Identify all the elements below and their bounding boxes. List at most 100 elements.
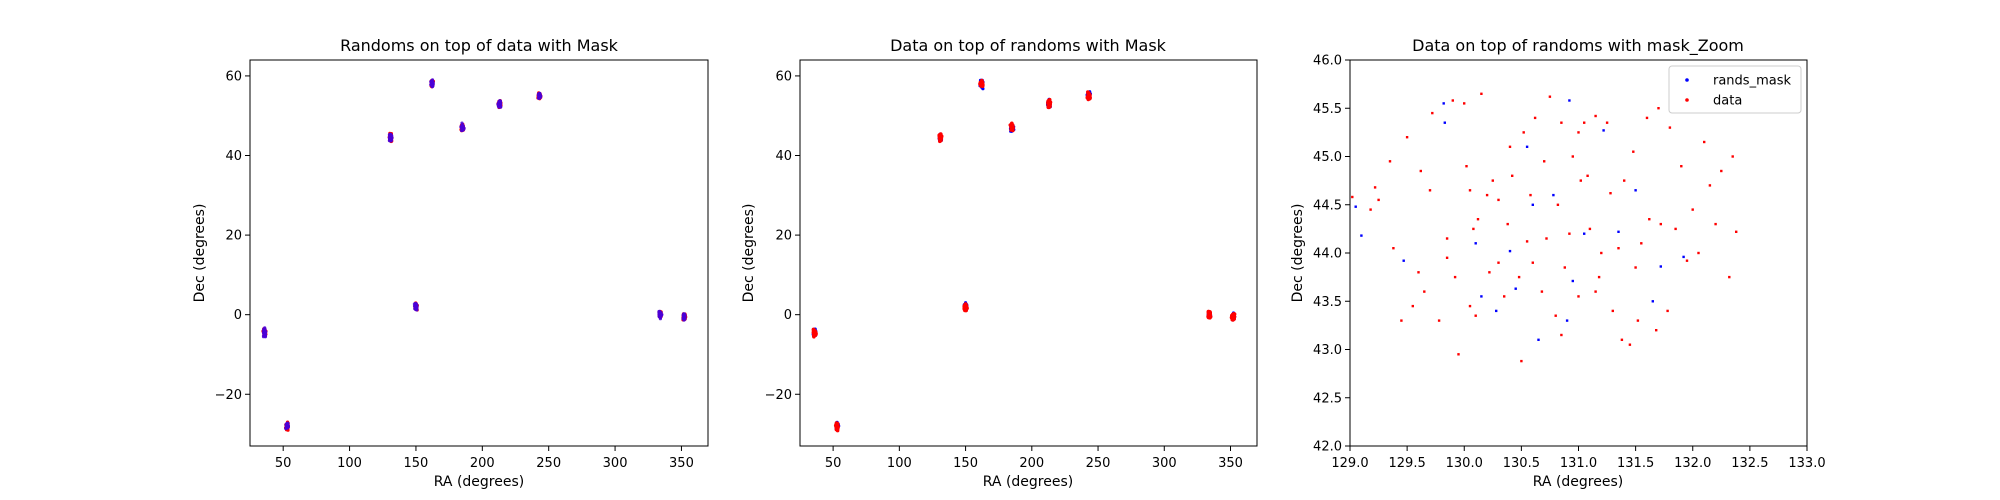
scatter-point-data: [1453, 275, 1457, 279]
scatter-point-data: [1623, 179, 1626, 182]
scatter-point-rands-mask: [1474, 242, 1477, 245]
scatter-point-rands-mask: [1402, 259, 1405, 262]
scatter-point-data: [1010, 127, 1015, 131]
scatter-point-data: [1579, 179, 1582, 182]
x-tick-label: 150: [953, 456, 978, 471]
scatter-point-data: [1620, 338, 1624, 341]
y-tick-label: 43.5: [1313, 295, 1342, 310]
plot-area: [250, 60, 708, 446]
scatter-point-data: [1628, 343, 1632, 346]
x-tick-label: 132.0: [1674, 456, 1711, 471]
scatter-point-rands-mask: [286, 423, 290, 427]
scatter-point-data: [1703, 140, 1706, 144]
y-tick-label: 42.0: [1313, 440, 1342, 455]
x-tick-label: 100: [337, 456, 362, 471]
y-tick-label: 44.0: [1313, 247, 1342, 262]
y-axis: −20 0 20 40 60: [215, 69, 250, 403]
scatter-point-rands-mask: [1583, 232, 1586, 235]
scatter-point-data: [1506, 222, 1509, 226]
scatter-point-data: [1086, 90, 1090, 94]
scatter-point-data: [1047, 100, 1051, 105]
y-axis-label: Dec (degrees): [741, 204, 757, 303]
scatter-point-rands-mask: [414, 303, 418, 307]
scatter-point-data: [1640, 242, 1643, 245]
scatter-point-data: [1445, 256, 1449, 259]
y-tick-label: 40: [775, 149, 792, 164]
scatter-point-data: [1720, 169, 1723, 173]
x-axis-label: RA (degrees): [434, 474, 524, 490]
scatter-point-data: [1659, 222, 1662, 226]
y-tick-label: 60: [775, 69, 792, 84]
scatter-point-data: [979, 82, 983, 87]
scatter-point-data: [1491, 179, 1494, 182]
scatter-point-rands-mask: [1552, 193, 1555, 197]
x-tick-label: 300: [603, 456, 628, 471]
scatter-point-rands-mask: [1531, 203, 1534, 206]
scatter-point-data: [1617, 247, 1620, 250]
scatter-points: [261, 78, 688, 432]
scatter-point-rands-mask: [1602, 129, 1605, 132]
x-tick-label: 131.0: [1560, 456, 1597, 471]
scatter-point-rands-mask: [1480, 295, 1483, 298]
scatter-point-data: [1377, 198, 1380, 202]
scatter-point-rands-mask: [538, 94, 542, 98]
scatter-point-data: [939, 138, 943, 143]
scatter-point-data: [1474, 314, 1477, 317]
scatter-point-rands-mask: [1682, 255, 1685, 259]
scatter-point-data: [1648, 218, 1651, 221]
scatter-point-rands-mask: [1354, 205, 1357, 208]
scatter-point-data: [1583, 121, 1586, 124]
scatter-point-data: [1735, 230, 1738, 233]
x-axis: 50 100 150 200 250 300 350: [275, 446, 694, 471]
scatter-point-data: [1451, 99, 1454, 102]
scatter-point-rands-mask: [263, 329, 267, 333]
scatter-point-data: [1208, 314, 1212, 319]
scatter-point-data: [1497, 198, 1500, 202]
scatter-point-data: [1560, 333, 1563, 337]
panel-zoom: Data on top of randoms with mask_Zoom 12…: [1290, 36, 1826, 490]
scatter-point-rands-mask: [1495, 309, 1498, 313]
x-tick-label: 150: [404, 456, 429, 471]
scatter-point-data: [1568, 232, 1571, 235]
scatter-point-data: [1445, 237, 1449, 240]
scatter-point-rands-mask: [1360, 234, 1363, 237]
scatter-point-data: [1369, 208, 1372, 211]
y-tick-label: 60: [225, 69, 242, 84]
scatter-point-data: [1392, 247, 1395, 250]
plot-area: [1350, 60, 1807, 446]
x-tick-label: 250: [1086, 456, 1111, 471]
y-axis-label: Dec (degrees): [1290, 204, 1306, 303]
scatter-point-data: [1008, 123, 1013, 127]
scatter-point-rands-mask: [388, 138, 392, 142]
scatter-point-data: [1457, 353, 1460, 356]
scatter-point-data: [1657, 107, 1660, 110]
x-tick-label: 350: [1218, 456, 1243, 471]
scatter-point-rands-mask: [1659, 265, 1662, 268]
scatter-point-data: [1411, 304, 1414, 308]
scatter-point-data: [1485, 193, 1489, 197]
scatter-point-rands-mask: [261, 335, 266, 339]
legend-label-rands-mask: rands_mask: [1713, 74, 1791, 89]
y-tick-label: 20: [775, 229, 792, 244]
scatter-point-data: [1086, 93, 1091, 98]
y-tick-label: 0: [784, 308, 792, 323]
scatter-point-data: [1634, 266, 1637, 269]
scatter-point-rands-mask: [262, 331, 266, 335]
scatter-point-data: [1503, 295, 1506, 298]
scatter-point-rands-mask: [388, 133, 392, 137]
scatter-point-data: [1632, 150, 1635, 153]
y-axis: 42.0 42.5 43.0 43.5 44.0 44.5 45.0 45.5 46.0: [1313, 54, 1350, 455]
scatter-point-data: [1465, 165, 1468, 168]
scatter-point-data: [1597, 275, 1601, 279]
scatter-point-data: [963, 305, 967, 310]
scatter-point-data: [1400, 319, 1403, 322]
scatter-point-data: [938, 135, 943, 140]
y-tick-label: 45.0: [1313, 150, 1342, 165]
scatter-point-data: [1231, 313, 1235, 317]
scatter-point-data: [1697, 251, 1700, 255]
scatter-point-data: [1520, 359, 1523, 363]
y-tick-label: 40: [225, 149, 242, 164]
scatter-point-data: [938, 132, 942, 137]
plot-area: [800, 60, 1257, 446]
